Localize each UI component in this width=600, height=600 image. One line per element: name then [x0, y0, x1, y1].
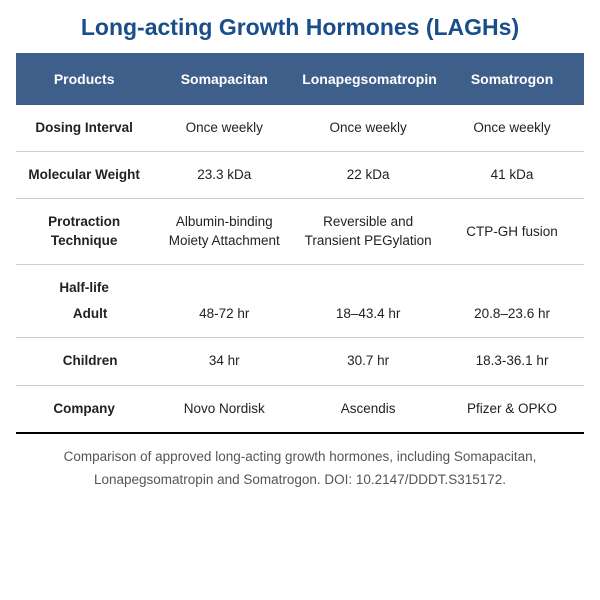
row-label: Protraction Technique	[16, 199, 152, 264]
col-somatrogon: Somatrogon	[440, 53, 584, 105]
header-row: Products Somapacitan Lonapegsomatropin S…	[16, 53, 584, 105]
row-label: Adult	[16, 297, 152, 338]
cell	[152, 264, 296, 297]
row-label: Children	[16, 338, 152, 385]
table-caption: Comparison of approved long-acting growt…	[16, 434, 584, 492]
row-halflife-header: Half-life	[16, 264, 584, 297]
col-somapacitan: Somapacitan	[152, 53, 296, 105]
row-label: Half-life	[16, 264, 152, 297]
row-molecular-weight: Molecular Weight 23.3 kDa 22 kDa 41 kDa	[16, 152, 584, 199]
cell: Albumin-binding Moiety Attachment	[152, 199, 296, 264]
comparison-table: Products Somapacitan Lonapegsomatropin S…	[16, 53, 584, 434]
cell: 30.7 hr	[296, 338, 440, 385]
cell	[440, 264, 584, 297]
cell: Once weekly	[440, 105, 584, 152]
row-label: Dosing Interval	[16, 105, 152, 152]
cell: Once weekly	[152, 105, 296, 152]
cell: Reversible and Transient PEGylation	[296, 199, 440, 264]
row-company: Company Novo Nordisk Ascendis Pfizer & O…	[16, 385, 584, 433]
cell: Ascendis	[296, 385, 440, 433]
cell: 34 hr	[152, 338, 296, 385]
col-products: Products	[16, 53, 152, 105]
row-children: Children 34 hr 30.7 hr 18.3-36.1 hr	[16, 338, 584, 385]
cell: Novo Nordisk	[152, 385, 296, 433]
row-dosing: Dosing Interval Once weekly Once weekly …	[16, 105, 584, 152]
row-label: Molecular Weight	[16, 152, 152, 199]
row-adult: Adult 48-72 hr 18–43.4 hr 20.8–23.6 hr	[16, 297, 584, 338]
row-label: Company	[16, 385, 152, 433]
cell: 41 kDa	[440, 152, 584, 199]
cell: Once weekly	[296, 105, 440, 152]
col-lonapegsomatropin: Lonapegsomatropin	[296, 53, 440, 105]
page-title: Long-acting Growth Hormones (LAGHs)	[16, 14, 584, 41]
cell: 22 kDa	[296, 152, 440, 199]
cell	[296, 264, 440, 297]
cell: 18–43.4 hr	[296, 297, 440, 338]
cell: 20.8–23.6 hr	[440, 297, 584, 338]
row-protraction: Protraction Technique Albumin-binding Mo…	[16, 199, 584, 264]
cell: 23.3 kDa	[152, 152, 296, 199]
cell: Pfizer & OPKO	[440, 385, 584, 433]
cell: CTP-GH fusion	[440, 199, 584, 264]
cell: 48-72 hr	[152, 297, 296, 338]
cell: 18.3-36.1 hr	[440, 338, 584, 385]
